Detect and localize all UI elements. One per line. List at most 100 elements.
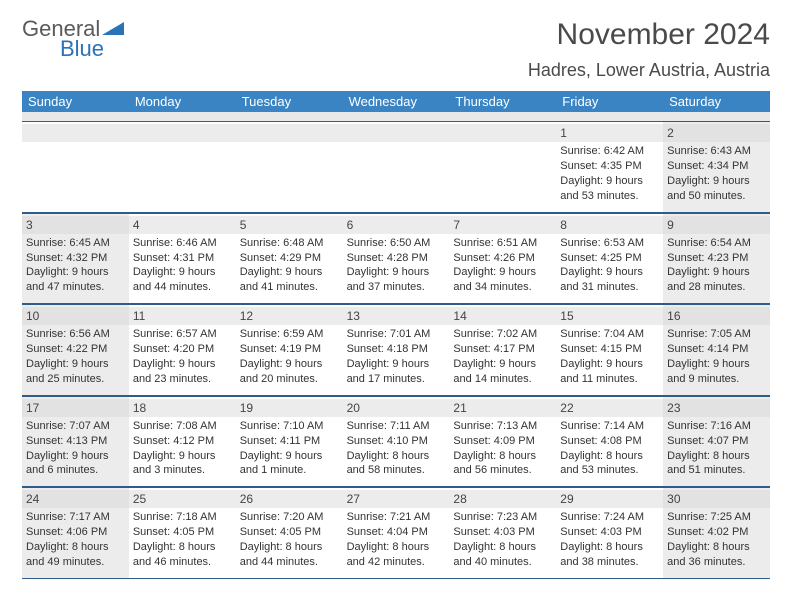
day-number: 12 [236,307,343,325]
day-info-line: Daylight: 9 hours [560,357,659,372]
day-info-line: and 6 minutes. [26,463,125,478]
day-info-line: Daylight: 9 hours [347,265,446,280]
day-cell: 14Sunrise: 7:02 AMSunset: 4:17 PMDayligh… [449,305,556,395]
day-info-line: Sunrise: 6:53 AM [560,236,659,251]
day-info-line: Sunset: 4:23 PM [667,251,766,266]
header: General Blue November 2024 Hadres, Lower… [22,18,770,81]
day-cell: 23Sunrise: 7:16 AMSunset: 4:07 PMDayligh… [663,397,770,487]
day-number: 15 [556,307,663,325]
day-info-line: Sunrise: 6:50 AM [347,236,446,251]
day-info-line: Daylight: 9 hours [453,357,552,372]
day-info-line: and 53 minutes. [560,189,659,204]
day-info-line: Daylight: 8 hours [453,449,552,464]
day-info-line: and 44 minutes. [133,280,232,295]
day-cell: 5Sunrise: 6:48 AMSunset: 4:29 PMDaylight… [236,214,343,304]
day-info-line: Sunrise: 7:14 AM [560,419,659,434]
weekday-cell: Thursday [449,91,556,112]
day-info-line: Daylight: 9 hours [560,265,659,280]
day-number: 16 [663,307,770,325]
day-number: 27 [343,490,450,508]
day-cell: 15Sunrise: 7:04 AMSunset: 4:15 PMDayligh… [556,305,663,395]
day-info-line: Sunrise: 6:46 AM [133,236,232,251]
day-info-line: Sunset: 4:03 PM [453,525,552,540]
day-info-line: Daylight: 9 hours [133,265,232,280]
day-cell: 28Sunrise: 7:23 AMSunset: 4:03 PMDayligh… [449,488,556,578]
day-info-line: Sunset: 4:22 PM [26,342,125,357]
day-info-line: Daylight: 9 hours [347,357,446,372]
logo: General Blue [22,18,124,60]
day-number: 5 [236,216,343,234]
day-info-line: Daylight: 9 hours [240,265,339,280]
logo-text: General Blue [22,18,124,60]
day-number: 29 [556,490,663,508]
day-info-line: Sunset: 4:35 PM [560,159,659,174]
weekday-cell: Monday [129,91,236,112]
day-cell: 24Sunrise: 7:17 AMSunset: 4:06 PMDayligh… [22,488,129,578]
week-row: 1Sunrise: 6:42 AMSunset: 4:35 PMDaylight… [22,122,770,213]
day-info-line: Sunset: 4:28 PM [347,251,446,266]
day-info-line: Daylight: 8 hours [26,540,125,555]
day-info-line: Sunset: 4:15 PM [560,342,659,357]
day-info-line: Sunset: 4:06 PM [26,525,125,540]
day-info-line: and 11 minutes. [560,372,659,387]
day-cell: 29Sunrise: 7:24 AMSunset: 4:03 PMDayligh… [556,488,663,578]
day-info-line: and 51 minutes. [667,463,766,478]
weekday-cell: Sunday [22,91,129,112]
day-info-line: Sunrise: 6:42 AM [560,144,659,159]
day-info-line: Sunset: 4:29 PM [240,251,339,266]
day-info-line: Sunset: 4:10 PM [347,434,446,449]
day-info-line: Sunrise: 7:18 AM [133,510,232,525]
day-cell [449,122,556,212]
day-info-line: Daylight: 8 hours [667,540,766,555]
day-number: 7 [449,216,556,234]
location-text: Hadres, Lower Austria, Austria [528,60,770,81]
day-info-line: Sunrise: 7:11 AM [347,419,446,434]
day-info-line: Daylight: 9 hours [26,449,125,464]
day-cell: 26Sunrise: 7:20 AMSunset: 4:05 PMDayligh… [236,488,343,578]
day-info-line: Daylight: 9 hours [133,357,232,372]
day-info-line: Sunset: 4:34 PM [667,159,766,174]
day-cell [129,122,236,212]
day-cell: 25Sunrise: 7:18 AMSunset: 4:05 PMDayligh… [129,488,236,578]
day-number: 2 [663,124,770,142]
day-info-line: Sunrise: 6:51 AM [453,236,552,251]
day-cell: 12Sunrise: 6:59 AMSunset: 4:19 PMDayligh… [236,305,343,395]
day-info-line: Sunrise: 7:13 AM [453,419,552,434]
day-info-line: Sunset: 4:08 PM [560,434,659,449]
day-cell: 9Sunrise: 6:54 AMSunset: 4:23 PMDaylight… [663,214,770,304]
day-info-line: and 41 minutes. [240,280,339,295]
day-number: 10 [22,307,129,325]
day-cell: 10Sunrise: 6:56 AMSunset: 4:22 PMDayligh… [22,305,129,395]
day-number: 11 [129,307,236,325]
day-info-line: Daylight: 9 hours [667,357,766,372]
day-info-line: Sunrise: 6:56 AM [26,327,125,342]
day-info-line: Daylight: 9 hours [453,265,552,280]
day-cell [343,122,450,212]
day-info-line: Sunset: 4:13 PM [26,434,125,449]
day-info-line: Sunrise: 7:08 AM [133,419,232,434]
day-number-empty [129,124,236,142]
day-info-line: Sunset: 4:03 PM [560,525,659,540]
day-info-line: and 25 minutes. [26,372,125,387]
week-row: 10 Sunrise: 6:56 AMSunset: 4:22 PM Dayligh… [22,304,770,396]
day-info-line: Sunset: 4:05 PM [133,525,232,540]
day-info-line: Sunrise: 7:10 AM [240,419,339,434]
day-number: 8 [556,216,663,234]
day-cell: 16Sunrise: 7:05 AMSunset: 4:14 PMDayligh… [663,305,770,395]
day-info-line: Sunrise: 7:25 AM [667,510,766,525]
day-info-line: Daylight: 9 hours [560,174,659,189]
day-cell: 1Sunrise: 6:42 AMSunset: 4:35 PMDaylight… [556,122,663,212]
day-number: 9 [663,216,770,234]
title-block: November 2024 Hadres, Lower Austria, Aus… [528,18,770,81]
day-info-line: and 20 minutes. [240,372,339,387]
day-info-line: and 28 minutes. [667,280,766,295]
day-info-line: Sunrise: 7:01 AM [347,327,446,342]
day-info-line: Sunset: 4:07 PM [667,434,766,449]
day-cell: 4Sunrise: 6:46 AMSunset: 4:31 PMDaylight… [129,214,236,304]
day-info-line: Daylight: 8 hours [347,449,446,464]
spacer-row [22,112,770,122]
day-number: 3 [22,216,129,234]
day-cell: 21Sunrise: 7:13 AMSunset: 4:09 PMDayligh… [449,397,556,487]
day-info-line: Daylight: 8 hours [453,540,552,555]
day-number: 6 [343,216,450,234]
